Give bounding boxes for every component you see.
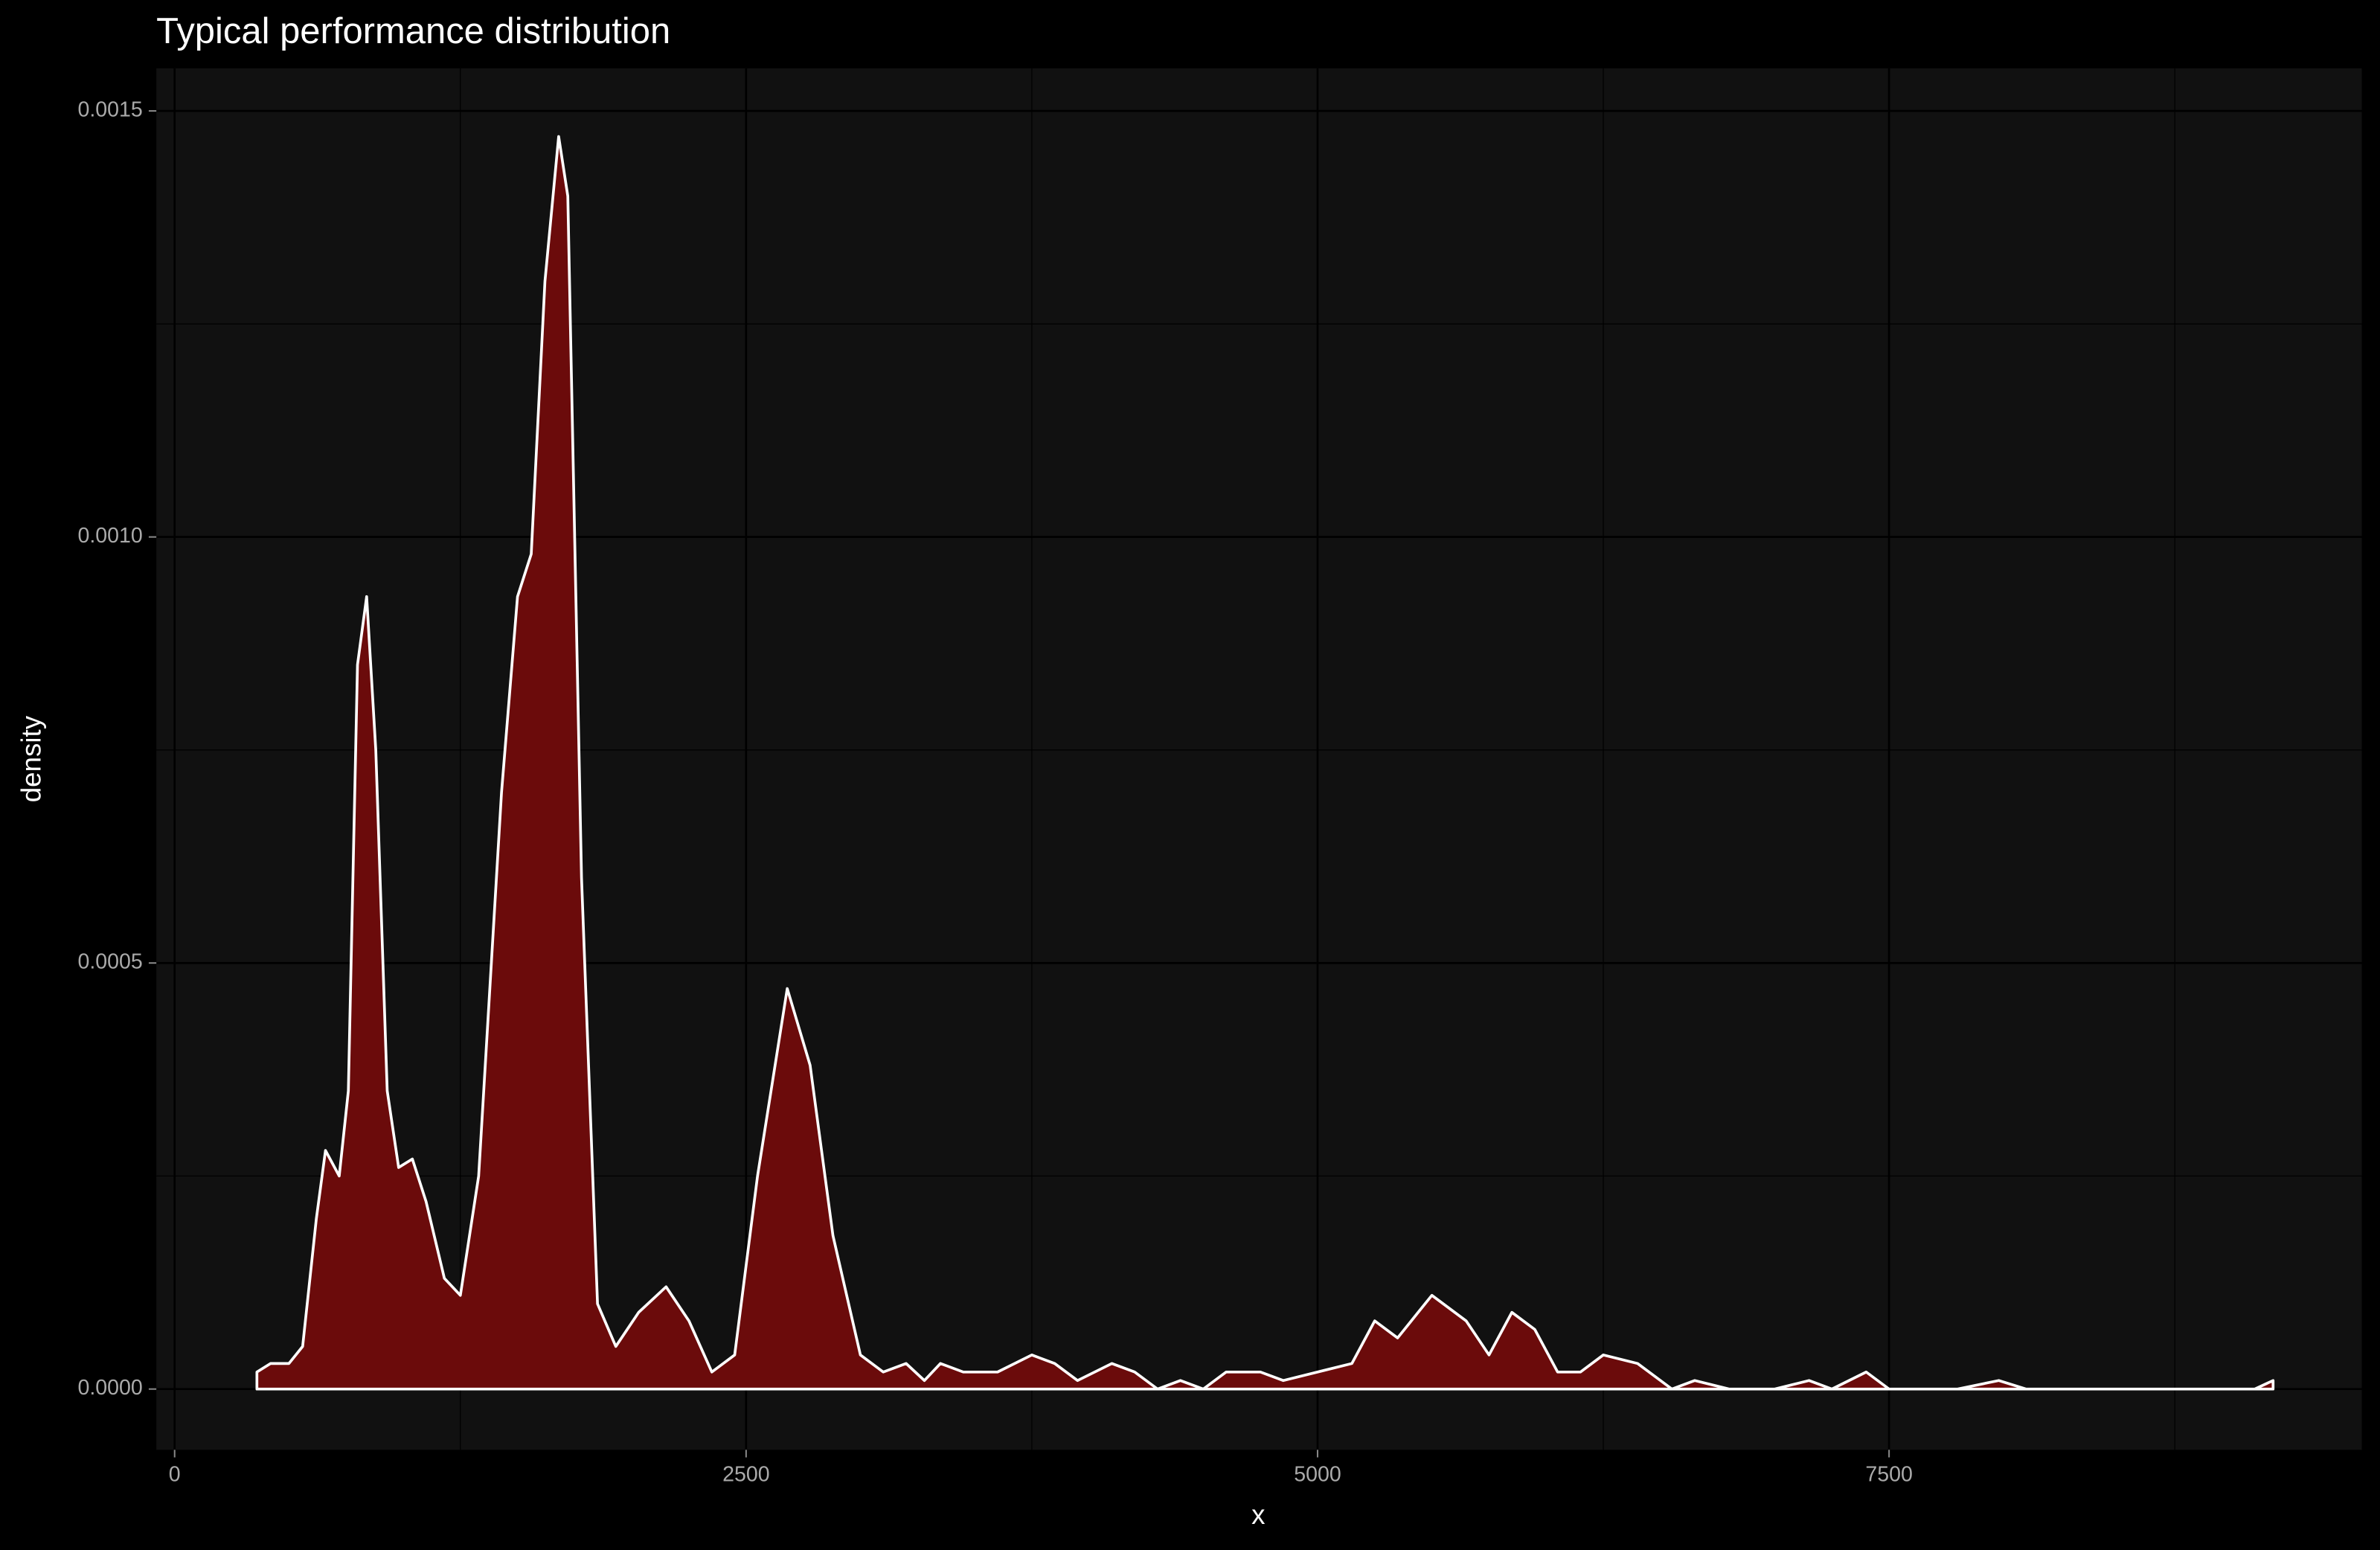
marks [255, 135, 2275, 1391]
x-tick-label: 7500 [1865, 1463, 1913, 1487]
x-axis-label: x [1251, 1499, 1265, 1530]
chart-title: Typical performance distribution [156, 11, 670, 51]
y-tick-label: 0.0005 [77, 950, 142, 974]
x-tick-label: 5000 [1294, 1463, 1341, 1487]
y-tick-label: 0.0015 [77, 98, 142, 122]
y-tick-label: 0.0000 [77, 1376, 142, 1400]
density-area [255, 135, 2275, 1391]
ticks: 0 2500 5000 7500 0.0000 0.0005 0.0010 0.0015 [77, 98, 1912, 1487]
x-tick-label: 0 [169, 1463, 181, 1487]
y-axis-label: density [16, 715, 47, 802]
y-tick-label: 0.0010 [77, 524, 142, 548]
x-tick-label: 2500 [722, 1463, 770, 1487]
